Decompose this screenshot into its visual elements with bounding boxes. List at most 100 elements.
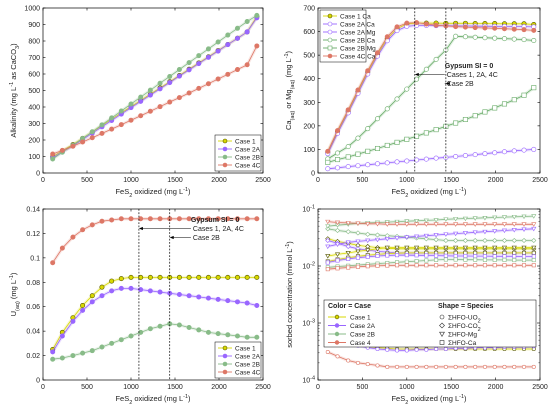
data-point bbox=[394, 139, 400, 145]
data-point bbox=[482, 215, 488, 221]
data-point bbox=[346, 265, 351, 270]
data-point bbox=[414, 253, 419, 258]
data-point bbox=[521, 237, 527, 244]
y-tick-label: 0.02 bbox=[26, 353, 40, 360]
data-point bbox=[50, 151, 56, 157]
data-point bbox=[443, 222, 449, 227]
data-point bbox=[59, 147, 65, 153]
data-point bbox=[384, 142, 390, 148]
data-point bbox=[118, 216, 124, 222]
data-point bbox=[345, 144, 351, 150]
data-point bbox=[512, 263, 517, 268]
data-point bbox=[501, 149, 507, 155]
data-point bbox=[205, 216, 211, 222]
series-line bbox=[327, 351, 534, 368]
data-point bbox=[414, 234, 420, 240]
data-point bbox=[482, 254, 487, 259]
x-tick-label: 1000 bbox=[123, 384, 139, 391]
data-point bbox=[80, 139, 86, 145]
data-point bbox=[511, 36, 517, 42]
data-point bbox=[404, 253, 409, 258]
data-point bbox=[50, 349, 56, 355]
data-point bbox=[463, 364, 468, 369]
data-point bbox=[225, 332, 231, 338]
data-point bbox=[365, 126, 371, 132]
data-point bbox=[196, 274, 202, 280]
data-point bbox=[443, 263, 448, 268]
data-point bbox=[423, 66, 429, 72]
data-point bbox=[335, 150, 341, 156]
y-tick-label: 0.08 bbox=[26, 280, 40, 287]
data-point bbox=[463, 263, 468, 268]
data-point bbox=[404, 259, 409, 264]
data-point bbox=[215, 76, 221, 82]
data-point bbox=[443, 232, 449, 237]
data-point bbox=[531, 254, 536, 259]
data-point bbox=[473, 250, 478, 255]
data-point bbox=[462, 24, 468, 30]
y-tick-label: 0.12 bbox=[26, 231, 40, 238]
data-point bbox=[234, 67, 240, 73]
legend-species-marker bbox=[439, 331, 445, 338]
data-point bbox=[414, 259, 419, 264]
annotation-title: Gypsum SI = 0 bbox=[445, 63, 494, 70]
y-tick-label: 900 bbox=[28, 22, 40, 29]
series-case-2a-mg bbox=[325, 146, 537, 172]
data-point bbox=[355, 163, 361, 169]
legend-label: Case 2A Mg bbox=[340, 29, 376, 36]
data-point bbox=[414, 133, 420, 139]
annotation-title: Gypsum SI = 0 bbox=[191, 217, 240, 224]
data-point bbox=[384, 236, 390, 242]
panel-d: 0 500 1000 1500 2000 2500 10-4 10-3 10-2 10-1 FeS2… bbox=[285, 205, 548, 407]
legend-case-marker bbox=[334, 331, 340, 337]
data-point bbox=[147, 216, 153, 222]
data-point bbox=[345, 221, 351, 226]
x-axis-label: FeS2 oxidized (mg L-1) bbox=[391, 187, 467, 199]
data-point bbox=[234, 274, 240, 280]
data-point bbox=[89, 299, 95, 305]
data-point bbox=[433, 155, 439, 161]
data-point bbox=[511, 222, 517, 227]
series-line bbox=[327, 221, 534, 225]
data-point bbox=[501, 222, 508, 227]
data-point bbox=[345, 240, 351, 245]
data-point bbox=[89, 135, 95, 141]
series-line bbox=[327, 35, 534, 160]
data-point bbox=[334, 242, 341, 247]
y-tick-label: 200 bbox=[28, 138, 40, 145]
data-point bbox=[501, 215, 508, 220]
series-case-4-hfo-ca bbox=[325, 263, 536, 272]
data-point bbox=[345, 164, 351, 170]
data-point bbox=[472, 216, 478, 221]
data-point bbox=[423, 245, 429, 251]
data-point bbox=[482, 245, 488, 251]
panel-b: 0 500 1000 1500 2000 2500 0 100 200 300 400 500 600 7… bbox=[284, 6, 548, 200]
data-point bbox=[205, 295, 211, 301]
data-point bbox=[414, 157, 420, 163]
legend-case-marker bbox=[334, 314, 340, 320]
data-point bbox=[384, 160, 390, 166]
data-point bbox=[433, 22, 439, 28]
x-tick-label: 2500 bbox=[532, 177, 548, 184]
data-point bbox=[325, 237, 331, 244]
legend-case-label: Case 4 bbox=[350, 340, 371, 347]
data-point bbox=[501, 26, 507, 32]
series-case-2b bbox=[50, 12, 260, 162]
legend-case-marker bbox=[334, 323, 340, 328]
data-point bbox=[414, 347, 419, 352]
data-point bbox=[492, 254, 497, 259]
data-point bbox=[395, 263, 400, 268]
data-point bbox=[492, 263, 497, 268]
data-point bbox=[443, 257, 448, 262]
y-tick-label: 10-1 bbox=[302, 205, 315, 214]
data-point bbox=[512, 258, 517, 263]
data-point bbox=[225, 71, 231, 77]
data-point bbox=[176, 73, 182, 79]
data-point bbox=[254, 334, 260, 340]
legend-label: Case 1 Ca bbox=[340, 13, 371, 20]
data-point bbox=[89, 129, 95, 135]
series-case-2b-ca bbox=[325, 33, 537, 162]
annotation-line2: Case 2B bbox=[193, 235, 220, 242]
data-point bbox=[462, 237, 468, 244]
data-point bbox=[522, 250, 527, 255]
